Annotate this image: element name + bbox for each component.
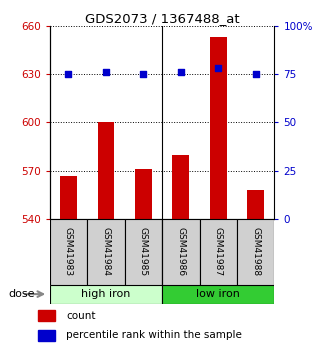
Bar (50, 285, 162, 304)
Text: high iron: high iron (81, 289, 131, 299)
Text: count: count (66, 310, 96, 321)
Text: GSM41985: GSM41985 (139, 227, 148, 276)
Title: GDS2073 / 1367488_at: GDS2073 / 1367488_at (85, 12, 239, 25)
Text: GSM41984: GSM41984 (101, 227, 110, 276)
Bar (125, 219, 162, 285)
Bar (237, 219, 274, 285)
Point (66, 71, 71, 77)
Bar (247, 190, 264, 219)
Text: GSM41986: GSM41986 (176, 227, 185, 276)
Bar (200, 219, 237, 285)
Bar (50, 219, 87, 285)
Point (141, 71, 146, 77)
Text: GSM41987: GSM41987 (214, 227, 223, 276)
Text: dose: dose (8, 289, 35, 299)
Bar (38, 310, 55, 321)
Text: GSM41988: GSM41988 (251, 227, 260, 276)
Text: low iron: low iron (196, 289, 240, 299)
Bar (162, 219, 200, 285)
Point (103, 69, 108, 75)
Bar (60, 176, 77, 219)
Bar (162, 285, 274, 304)
Bar (172, 155, 189, 219)
Point (253, 71, 258, 77)
Bar (38, 330, 55, 341)
Bar (87, 219, 125, 285)
Point (216, 66, 221, 71)
Text: GSM41983: GSM41983 (64, 227, 73, 276)
Bar (210, 37, 227, 219)
Bar (98, 122, 114, 219)
Point (178, 69, 183, 75)
Text: percentile rank within the sample: percentile rank within the sample (66, 331, 242, 341)
Bar (135, 169, 152, 219)
